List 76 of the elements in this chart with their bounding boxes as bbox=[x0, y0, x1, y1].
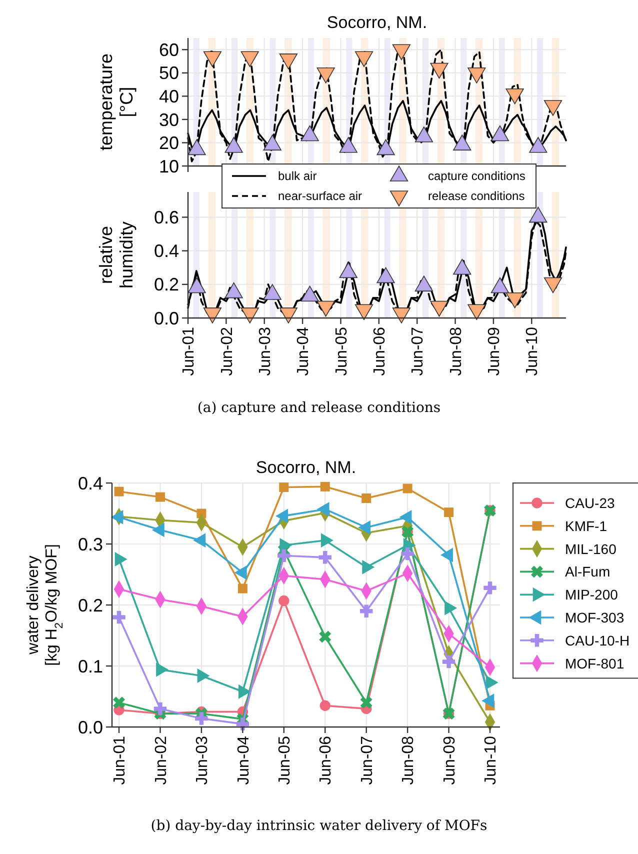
legend-label: capture conditions bbox=[428, 169, 526, 183]
x-tick-label: Jun-08 bbox=[448, 326, 465, 376]
point bbox=[320, 700, 330, 711]
point bbox=[402, 484, 412, 494]
point bbox=[360, 696, 372, 709]
y-tick-label: 0.1 bbox=[78, 656, 103, 676]
chart-title: Socorro, NM. bbox=[256, 458, 356, 477]
x-tick-label: Jun-06 bbox=[372, 326, 389, 376]
y-tick-label: 50 bbox=[158, 63, 179, 84]
x-tick-label: Jun-06 bbox=[318, 736, 335, 785]
y-tick-label: 0.4 bbox=[154, 241, 179, 262]
legend-label: MOF-303 bbox=[565, 610, 624, 626]
legend-label: Al-Fum bbox=[565, 564, 610, 580]
x-tick-label: Jun-09 bbox=[441, 736, 458, 785]
point bbox=[195, 712, 208, 725]
x-tick-label: Jun-07 bbox=[358, 736, 376, 785]
point bbox=[154, 702, 167, 716]
legend-label: CAU-23 bbox=[565, 495, 616, 511]
point bbox=[112, 610, 126, 624]
y-tick-label: 0.2 bbox=[78, 595, 103, 616]
chart-title: Socorro, NM. bbox=[326, 13, 428, 32]
x-tick-label: Jun-04 bbox=[295, 326, 312, 376]
legend-label: MIP-200 bbox=[565, 586, 618, 603]
point bbox=[114, 486, 124, 496]
point bbox=[155, 492, 165, 502]
x-tick-label: Jun-03 bbox=[194, 736, 212, 785]
point bbox=[279, 482, 289, 492]
legend-label: bulk air bbox=[278, 169, 317, 183]
legend-label: MOF-801 bbox=[565, 655, 624, 672]
point bbox=[444, 508, 454, 518]
point bbox=[318, 551, 332, 564]
x-tick-label: Jun-09 bbox=[486, 326, 504, 376]
x-tick-label: Jun-04 bbox=[235, 736, 252, 785]
point bbox=[320, 482, 330, 492]
point bbox=[362, 494, 372, 503]
point bbox=[319, 630, 332, 643]
point bbox=[360, 604, 373, 618]
y-axis-title: relative humidity bbox=[96, 221, 137, 289]
x-tick-label: Jun-03 bbox=[256, 326, 274, 376]
legend-label: KMF-1 bbox=[565, 518, 608, 534]
legend-label: CAU-10-H bbox=[565, 632, 630, 648]
x-tick-label: Jun-01 bbox=[112, 736, 129, 785]
text: (a) capture and release conditions bbox=[197, 400, 441, 416]
x-tick-label: Jun-05 bbox=[276, 736, 294, 785]
legend-label: MIL-160 bbox=[565, 540, 617, 557]
point bbox=[278, 549, 290, 562]
x-tick-label: Jun-10 bbox=[482, 736, 500, 785]
x-tick-label: Jun-07 bbox=[410, 326, 427, 376]
y-tick-label: 0.6 bbox=[154, 208, 179, 228]
point bbox=[238, 584, 248, 594]
x-tick-label: Jun-05 bbox=[333, 326, 350, 376]
y-tick-label: 60 bbox=[158, 40, 179, 60]
x-tick-label: Jun-02 bbox=[152, 736, 170, 785]
point bbox=[113, 696, 125, 709]
point bbox=[401, 547, 414, 560]
y-tick-label: 0.0 bbox=[78, 717, 103, 738]
y-tick-label: 20 bbox=[158, 133, 179, 154]
x-tick-label: Jun-02 bbox=[218, 326, 236, 376]
y-tick-label: 0.2 bbox=[154, 274, 179, 295]
legend-label: release conditions bbox=[428, 189, 525, 203]
point bbox=[484, 582, 496, 594]
x-tick-label: Jun-08 bbox=[400, 736, 418, 785]
y-tick-label: 0.3 bbox=[78, 534, 103, 554]
point bbox=[236, 718, 250, 730]
text: (b) day-by-day intrinsic water delivery of MOFs bbox=[150, 818, 488, 834]
x-tick-label: Jun-01 bbox=[180, 326, 198, 376]
legend-label: near-surface air bbox=[278, 189, 362, 203]
y-tick-label: 0.0 bbox=[154, 308, 179, 328]
y-axis-title: temperature [°C] bbox=[96, 53, 137, 151]
y-tick-label: 0.4 bbox=[78, 473, 103, 494]
y-tick-label: 10 bbox=[158, 156, 179, 176]
point bbox=[278, 595, 290, 606]
point bbox=[442, 655, 456, 668]
y-tick-label: 30 bbox=[158, 110, 179, 130]
y-tick-label: 40 bbox=[158, 86, 179, 106]
x-tick-label: Jun-10 bbox=[524, 326, 542, 376]
